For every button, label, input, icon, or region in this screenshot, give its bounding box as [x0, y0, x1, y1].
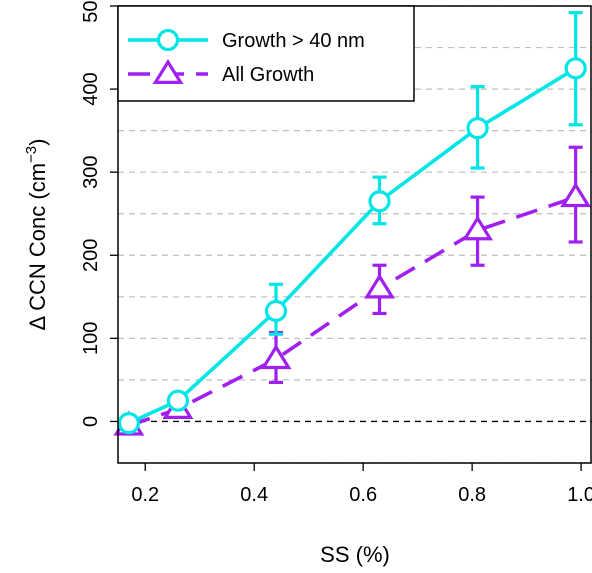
- y-axis-label: Δ CCN Conc (cm−3): [23, 139, 50, 331]
- legend-label: Growth > 40 nm: [222, 30, 365, 52]
- x-tick-label: 0.2: [131, 484, 159, 506]
- y-tick-label: 300: [80, 155, 102, 188]
- x-tick-label: 1.0: [567, 484, 592, 506]
- y-tick-label: 200: [80, 239, 102, 272]
- data-point: [564, 57, 587, 80]
- x-tick-label: 0.6: [349, 484, 377, 506]
- legend-box: [117, 5, 415, 102]
- y-tick-label: 0: [80, 416, 102, 427]
- data-point: [560, 182, 592, 208]
- y-axis-label-close: ): [25, 139, 50, 146]
- legend-marker: [152, 58, 184, 85]
- x-tick-label: 0.4: [240, 484, 268, 506]
- y-axis: 0 100 200 300 400 500: [80, 0, 118, 427]
- data-point: [166, 389, 190, 412]
- y-tick-label: 100: [80, 322, 102, 355]
- data-point: [260, 344, 292, 370]
- data-point: [117, 412, 140, 435]
- series-circle: [117, 11, 587, 435]
- y-axis-label-main: Δ CCN Conc (cm: [25, 163, 50, 331]
- series-layer: [113, 11, 592, 436]
- legend-label: All Growth: [222, 64, 314, 86]
- y-tick-label: 400: [80, 72, 102, 105]
- data-point: [462, 215, 494, 241]
- data-point: [368, 190, 391, 213]
- data-point: [264, 299, 288, 323]
- data-point: [466, 117, 489, 140]
- legend: Growth > 40 nm All Growth: [117, 5, 415, 102]
- data-point: [364, 273, 395, 299]
- y-axis-label-sup: −3: [23, 146, 40, 163]
- x-axis-label: SS (%): [320, 542, 390, 567]
- x-axis: 0.2 0.4 0.6 0.8 1.0: [131, 463, 592, 506]
- y-tick-label: 500: [80, 0, 102, 23]
- legend-marker: [156, 28, 180, 52]
- x-tick-label: 0.8: [458, 484, 486, 506]
- series-line: [128, 66, 577, 425]
